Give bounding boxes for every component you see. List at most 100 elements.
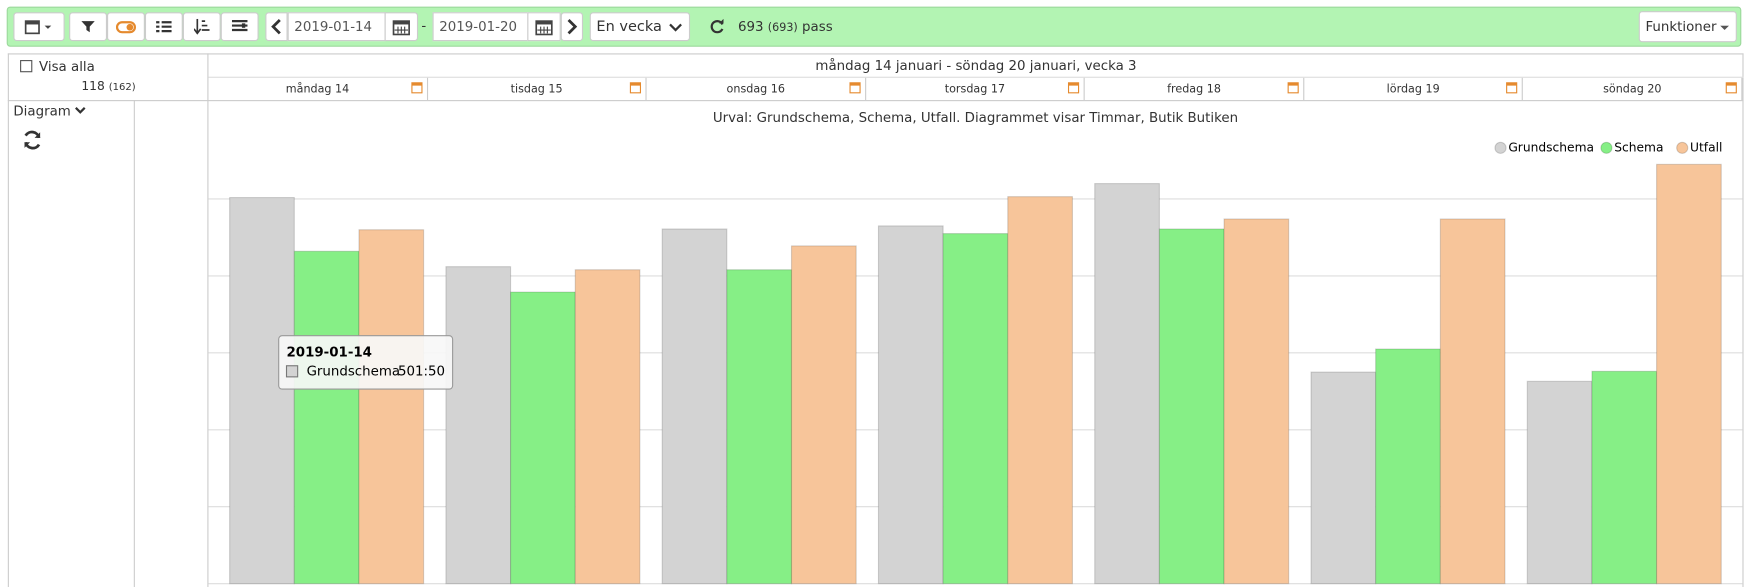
staff-count: 118 (162) (81, 79, 135, 93)
tooltip-title: 2019-01-14 (287, 345, 372, 360)
date-to-input[interactable]: 2019-01-20 (432, 12, 529, 42)
day-header: torsdag 17 (866, 77, 1086, 101)
bar (877, 225, 944, 585)
left-arrow (271, 19, 281, 35)
bar (1526, 380, 1593, 585)
bar (1439, 218, 1506, 585)
bar (1158, 228, 1225, 585)
day-header: onsdag 16 (647, 77, 866, 101)
bar (1375, 348, 1441, 585)
day-label: måndag 14 (285, 82, 350, 96)
bar (942, 233, 1009, 585)
legend-label: Utfall (1690, 140, 1722, 154)
refresh-icon[interactable] (22, 130, 42, 150)
bar (661, 228, 728, 585)
week-title: måndag 14 januari - söndag 20 januari, v… (815, 57, 1137, 74)
legend-swatch (1676, 141, 1689, 154)
calendar-icon[interactable] (1068, 82, 1080, 94)
refresh-icon[interactable] (710, 18, 724, 34)
main-panel (7, 53, 1744, 587)
chevron (669, 23, 682, 32)
tooltip-series: Grundschema (307, 364, 400, 379)
bar (790, 245, 857, 585)
count-total: (162) (108, 82, 136, 94)
show-all-checkbox[interactable] (20, 60, 33, 73)
bar (726, 269, 793, 585)
shift-count: 693 (693) pass (738, 19, 833, 35)
period-select[interactable]: En vecka (589, 12, 691, 42)
day-header: fredag 18 (1085, 77, 1305, 101)
tooltip-box (278, 335, 454, 390)
functions-menu[interactable]: Funktioner (1638, 11, 1737, 43)
bar (1656, 163, 1722, 585)
bar (293, 250, 360, 585)
divider (208, 76, 1744, 78)
day-label: söndag 20 (1603, 82, 1662, 96)
bar (1223, 218, 1290, 585)
count-unit: pass (802, 18, 833, 35)
count: 118 (81, 78, 105, 94)
previous-button[interactable] (265, 12, 288, 42)
view-select[interactable]: Diagram (13, 103, 86, 119)
day-label: fredag 18 (1167, 82, 1221, 96)
day-label: torsdag 17 (944, 82, 1006, 96)
calendar-icon[interactable] (849, 82, 861, 94)
day-label: lördag 19 (1386, 82, 1440, 96)
date-from-input[interactable]: 2019-01-14 (287, 12, 386, 42)
list-icon (156, 21, 172, 33)
legend-label: Grundschema (1508, 140, 1594, 154)
calendar-icon[interactable] (1287, 82, 1299, 94)
count: 693 (737, 18, 764, 35)
day-label: onsdag 16 (726, 82, 785, 96)
filter-button[interactable] (69, 12, 108, 42)
legend-label: Schema (1614, 140, 1663, 154)
bar (445, 266, 512, 585)
calendar-menu-button[interactable] (13, 12, 65, 42)
calendar-icon[interactable] (1725, 82, 1737, 94)
right-arrow (567, 19, 578, 35)
date-separator: - (421, 17, 427, 34)
bar (1591, 370, 1658, 585)
sort-icon (193, 18, 210, 35)
date-from-calendar[interactable] (384, 12, 419, 42)
chevron (75, 107, 86, 114)
bar (510, 291, 576, 585)
divider (133, 100, 135, 587)
period-value: En vecka (596, 18, 662, 36)
calendar-icon[interactable] (630, 82, 642, 94)
divider (207, 53, 209, 587)
tooltip-swatch (285, 365, 299, 378)
calendar-icon[interactable] (1506, 82, 1518, 94)
day-header: lördag 19 (1304, 77, 1524, 101)
day-label: tisdag 15 (510, 82, 563, 96)
caret (1720, 25, 1730, 31)
calendar-icon (392, 20, 410, 36)
next-button[interactable] (560, 12, 584, 42)
day-header: måndag 14 (208, 77, 428, 101)
divider (7, 100, 1744, 102)
bar (1310, 371, 1377, 585)
calendar-icon (24, 20, 52, 35)
date-to-calendar[interactable] (527, 12, 561, 42)
sort-button[interactable] (182, 12, 221, 42)
toggle-button[interactable] (107, 12, 145, 42)
toggle-icon (115, 21, 137, 34)
align-icon (231, 20, 248, 32)
legend-swatch (1494, 141, 1507, 154)
calendar-icon[interactable] (410, 82, 423, 94)
bar (574, 269, 641, 585)
list-button[interactable] (144, 12, 183, 42)
align-button[interactable] (220, 12, 259, 42)
tooltip-value: 501:50 (398, 364, 445, 379)
bar (229, 196, 295, 585)
functions-label: Funktioner (1645, 18, 1717, 35)
bar (1007, 196, 1073, 585)
filter-icon (81, 21, 95, 33)
bar (358, 229, 425, 585)
show-all-label: Visa alla (39, 58, 95, 75)
count-total: (693) (767, 22, 798, 35)
